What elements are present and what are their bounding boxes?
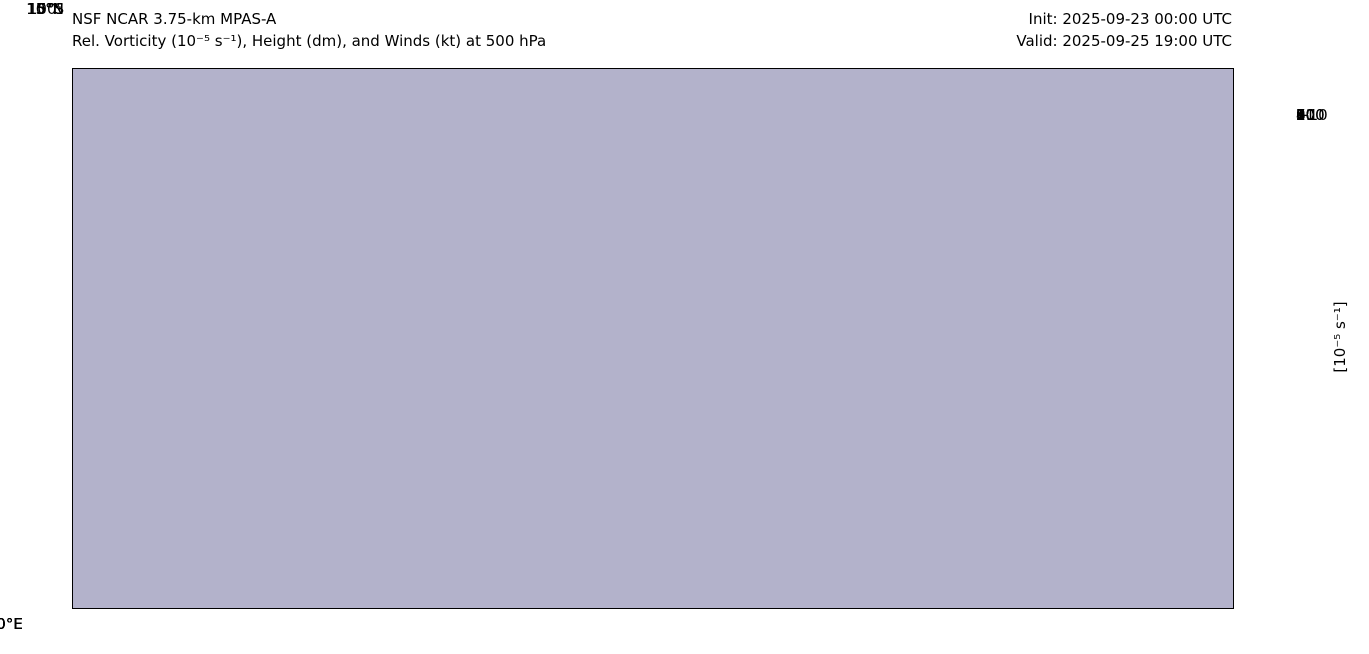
valid-time: Valid: 2025-09-25 19:00 UTC [1016,32,1232,50]
x-axis-tick-label: 140°E [0,615,23,633]
x-axis-tick-label: 110°E [0,615,23,633]
map-overlay-canvas [73,69,1233,608]
model-title: NSF NCAR 3.75-km MPAS-A [72,10,277,28]
colorbar-tick-label: 80 [1296,106,1316,124]
colorbar-tick-label: 20 [1296,106,1316,124]
x-axis-tick-label: 100°E [0,615,23,633]
colorbar-units-label: [10⁻⁵ s⁻¹] [1331,301,1349,373]
field-subtitle: Rel. Vorticity (10⁻⁵ s⁻¹), Height (dm), … [72,32,547,50]
init-time: Init: 2025-09-23 00:00 UTC [1028,10,1232,28]
x-axis-tick-label: 130°E [0,615,23,633]
colorbar-tick-label: 90 [1296,106,1316,124]
y-axis-tick-label: 10°N [26,0,64,18]
x-axis-tick-label: 160°E [0,615,23,633]
colorbar-tick-label: 0 [1296,106,1306,124]
map-frame [72,68,1234,609]
colorbar-tick-label: 50 [1296,106,1316,124]
colorbar-tick-label: 30 [1296,106,1316,124]
y-axis-tick-label: 15°S [27,0,64,18]
colorbar-tick-label: 10 [1296,106,1316,124]
y-axis-tick-label: 5°S [37,0,64,18]
colorbar: 110 100 90 80 70 60 50 40 30 20 10 0 −10 [1260,106,1369,569]
x-axis-tick-label: 150°E [0,615,23,633]
colorbar-tick-label: −10 [1296,106,1328,124]
y-axis-tick-label: 15°N [26,0,64,18]
colorbar-tick-label: 40 [1296,106,1316,124]
colorbar-tick-label: 110 [1296,106,1325,124]
y-axis-tick-label: 5°N [35,0,64,18]
x-axis-tick-label: 120°E [0,615,23,633]
colorbar-tick-label: 70 [1296,106,1316,124]
time-block: Init: 2025-09-23 00:00 UTC Valid: 2025-0… [1016,8,1232,52]
colorbar-tick-label: 100 [1296,106,1325,124]
colorbar-tick-label: 60 [1296,106,1316,124]
y-axis-tick-label: 0° [46,0,64,18]
title-block: NSF NCAR 3.75-km MPAS-A Rel. Vorticity (… [72,8,546,52]
y-axis-tick-label: 10°S [27,0,64,18]
